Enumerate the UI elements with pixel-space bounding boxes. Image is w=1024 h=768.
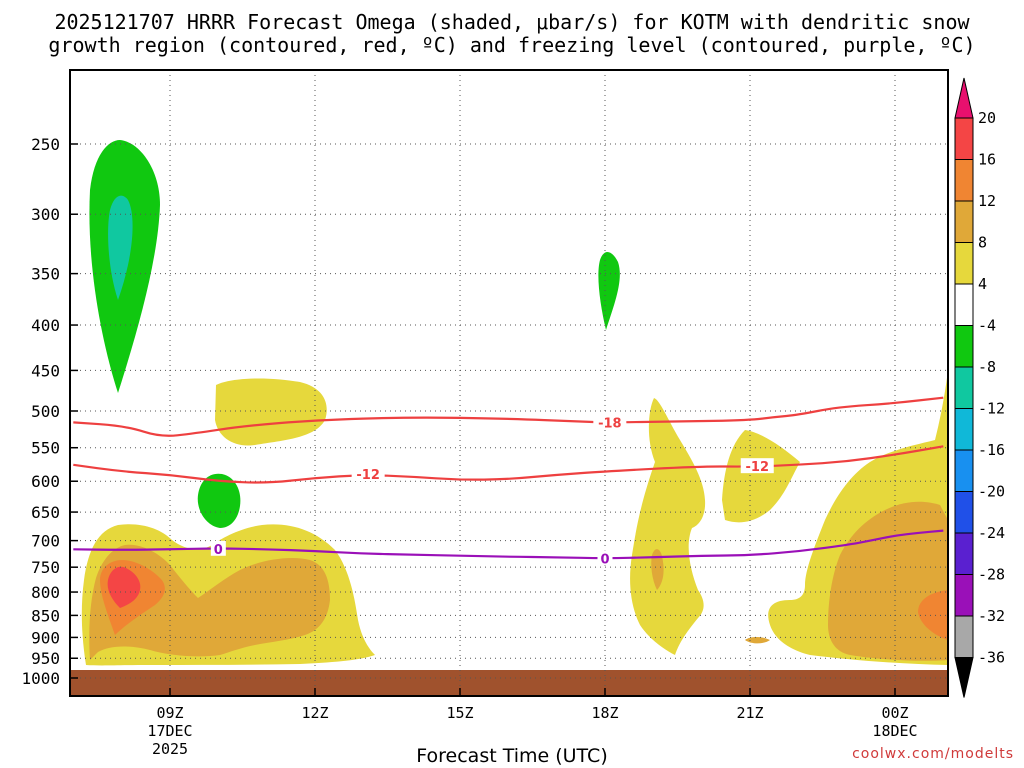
chart-title-line-1: 2025121707 HRRR Forecast Omega (shaded, … [54, 10, 970, 34]
omega-region-teal-core [108, 195, 133, 300]
colorbar-box [954, 532, 974, 575]
y-tick-label: 500 [31, 402, 60, 421]
omega-region-orange-late [918, 590, 948, 640]
y-tick-label: 700 [31, 532, 60, 551]
omega-region-gold-19z [651, 549, 664, 590]
omega-region-gold-late [828, 501, 948, 661]
chart-title-line-2: growth region (contoured, red, ºC) and f… [48, 33, 976, 57]
colorbar-label: 16 [978, 151, 996, 169]
contour-label-bg [740, 458, 774, 474]
colorbar-box [954, 366, 974, 409]
colorbar-label: -8 [978, 358, 996, 376]
colorbar-label: -16 [978, 441, 1005, 459]
y-tick-label: 850 [31, 606, 60, 625]
contour-line [73, 529, 944, 560]
colorbar: 20 16 12 8 4 -4 -8 -12 -16 -20 -24 -28 -32 -36 [954, 77, 1005, 698]
y-tick-label: 1000 [21, 669, 60, 688]
omega-region-green-18z [598, 251, 620, 330]
colorbar-box [954, 491, 974, 534]
contour-line [73, 396, 944, 437]
omega-region-yellow-21z [722, 430, 800, 523]
y-tick-label: 750 [31, 558, 60, 577]
y-axis-ticks: 250 300 350 400 450 500 550 600 650 700 750 800 850 9… [21, 135, 78, 688]
x-tick-label: 21Z [736, 704, 763, 722]
credit-text: coolwx.com/modelts [852, 746, 1014, 762]
colorbar-label: -20 [978, 483, 1005, 501]
colorbar-box [954, 117, 974, 160]
colorbar-box [954, 615, 974, 658]
omega-region-yellow-19z [630, 398, 706, 655]
x-tick-label: 12Z [301, 704, 328, 722]
x-tick-label: 17DEC [147, 722, 192, 740]
y-tick-label: 450 [31, 361, 60, 380]
colorbar-label: -32 [978, 607, 1005, 625]
contour-label: -12 [746, 460, 770, 475]
y-tick-label: 650 [31, 503, 60, 522]
contour-label-bg [593, 414, 627, 430]
y-tick-label: 800 [31, 583, 60, 602]
y-tick-label: 600 [31, 472, 60, 491]
x-tick-label: 18Z [591, 704, 618, 722]
colorbar-top-triangle [954, 77, 974, 119]
x-tick-label: 15Z [446, 704, 473, 722]
y-tick-label: 350 [31, 265, 60, 284]
plot-frame [69, 69, 949, 697]
y-tick-label: 900 [31, 628, 60, 647]
colorbar-label: -28 [978, 566, 1005, 584]
x-axis-label: Forecast Time (UTC) [416, 745, 608, 767]
colorbar-box [954, 574, 974, 617]
colorbar-box [954, 408, 974, 451]
colorbar-box [954, 200, 974, 243]
x-tick-label: 09Z [156, 704, 183, 722]
contour-label: 0 [600, 552, 609, 567]
colorbar-bottom-triangle [954, 657, 974, 698]
contour-labels: -18 -12 -12 0 0 [210, 414, 774, 567]
contour-label-bg [597, 550, 613, 566]
omega-region-gold-21z [745, 637, 770, 644]
omega-region-red-core [107, 566, 141, 608]
colorbar-label: 8 [978, 234, 987, 252]
colorbar-box [954, 159, 974, 202]
ground-surface [70, 670, 948, 696]
contour-label: -18 [598, 416, 622, 431]
colorbar-label: -36 [978, 649, 1005, 667]
x-tick-label: 2025 [152, 740, 188, 758]
colorbar-label: -4 [978, 317, 996, 335]
temperature-contours [73, 396, 944, 560]
contour-label: 0 [214, 543, 223, 558]
colorbar-label: -24 [978, 524, 1005, 542]
x-tick-label: 18DEC [872, 722, 917, 740]
omega-shading [81, 140, 948, 666]
contour-label-bg [351, 466, 385, 482]
y-tick-label: 950 [31, 649, 60, 668]
omega-region-yellow-11z [215, 378, 327, 446]
x-tick-label: 00Z [881, 704, 908, 722]
y-tick-label: 550 [31, 439, 60, 458]
colorbar-box [954, 325, 974, 368]
colorbar-label: 20 [978, 109, 996, 127]
colorbar-box [954, 283, 974, 326]
y-tick-label: 250 [31, 135, 60, 154]
contour-label-bg [210, 540, 226, 556]
colorbar-label: 4 [978, 275, 987, 293]
y-tick-label: 400 [31, 316, 60, 335]
colorbar-label: -12 [978, 400, 1005, 418]
contour-line [73, 445, 944, 484]
omega-region-green-10z [197, 473, 241, 528]
colorbar-label: 12 [978, 192, 996, 210]
contour-label: -12 [356, 468, 380, 483]
y-tick-label: 300 [31, 205, 60, 224]
colorbar-box [954, 242, 974, 285]
colorbar-box [954, 449, 974, 492]
